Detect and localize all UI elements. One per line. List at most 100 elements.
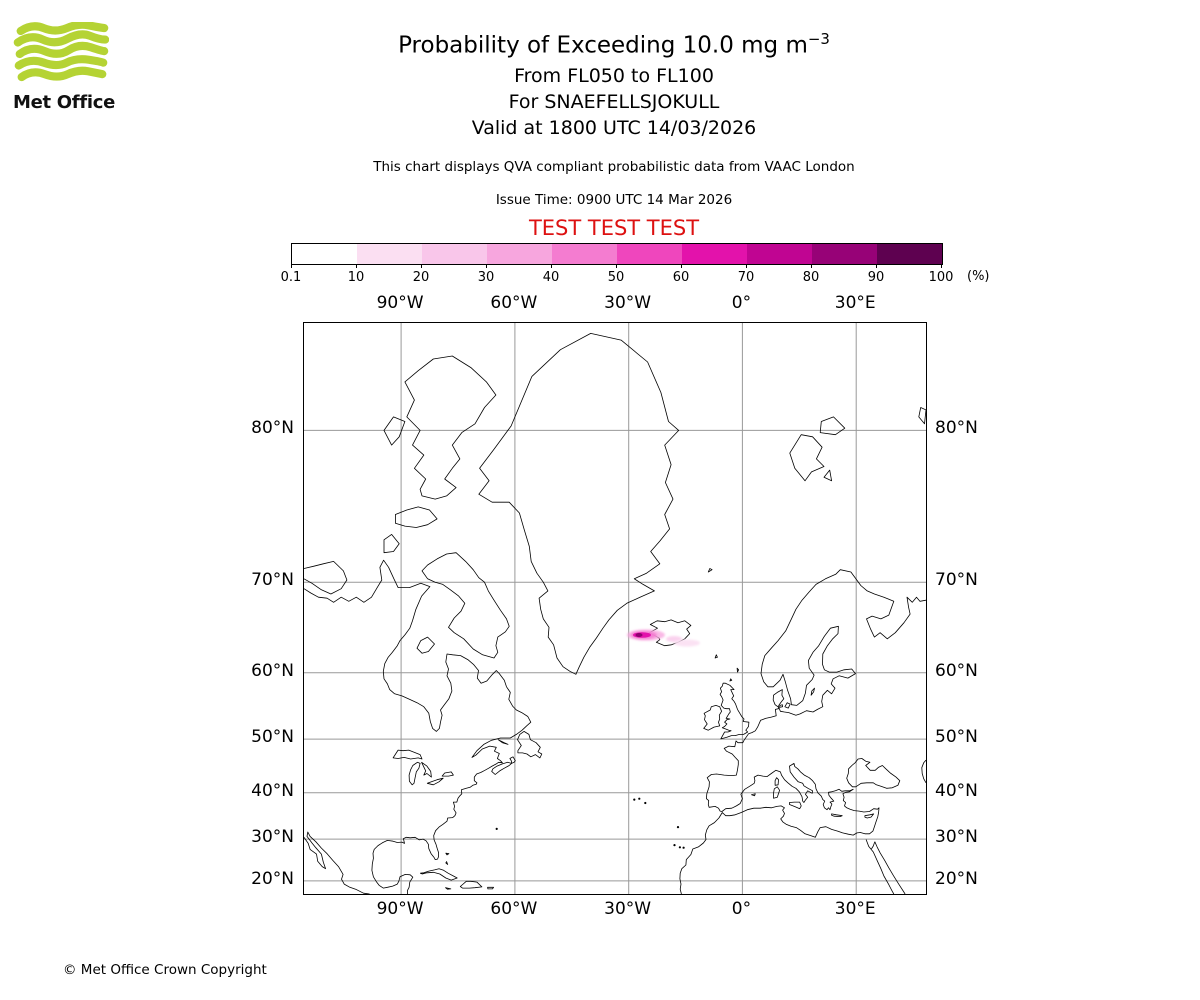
lat-tick-label-right: 40°N (935, 780, 978, 801)
coastline-segment (921, 759, 926, 783)
lat-tick-label-left: 20°N (251, 868, 294, 889)
coastline-segment (865, 839, 895, 894)
issue-time: Issue Time: 0900 UTC 14 Mar 2026 (495, 192, 733, 208)
colorbar-segment (552, 244, 617, 264)
coastline-segment (784, 702, 791, 709)
coastline-segment (707, 568, 713, 573)
coastline-segment (773, 786, 781, 799)
colorbar-segment (747, 244, 812, 264)
colorbar-tick-label: 70 (737, 270, 755, 285)
lon-tick-label-bottom: 30°E (834, 899, 876, 919)
coastline-segment (774, 777, 779, 786)
coastline-segment (497, 739, 509, 745)
coastline-segment (736, 667, 740, 673)
lat-tick-label-left: 80°N (251, 418, 294, 439)
met-office-logo: Met Office (13, 20, 117, 113)
coastline-segment (408, 761, 421, 786)
lat-tick-label-left: 30°N (251, 827, 294, 848)
colorbar-segment (292, 244, 357, 264)
coastline-segment (395, 506, 438, 528)
coastline-segment (404, 355, 497, 500)
coastline-segment (383, 416, 406, 446)
coastline-segment (491, 761, 512, 775)
lat-tick-label-right: 60°N (935, 660, 978, 681)
coastline-segment (304, 560, 348, 595)
small-island-dot (678, 846, 681, 849)
test-banner: TEST TEST TEST (528, 216, 700, 240)
colorbar-tick (876, 264, 877, 268)
colorbar-tick (551, 264, 552, 268)
met-office-logo-text: Met Office (13, 92, 116, 113)
colorbar-tick-label: 100 (928, 270, 954, 285)
coastline-segment (751, 793, 756, 797)
copyright: © Met Office Crown Copyright (63, 962, 267, 978)
coastline-segment (459, 880, 483, 889)
colorbar-tick-label: 20 (412, 270, 430, 285)
colorbar-tick-label: 80 (802, 270, 820, 285)
colorbar-tick-label: 10 (347, 270, 365, 285)
coastline-segment (445, 852, 450, 856)
colorbar-tick (356, 264, 357, 268)
coastline-segment (383, 533, 400, 554)
lat-tick-label-right: 50°N (935, 727, 978, 748)
coastline-segment (703, 704, 723, 731)
coastline-segment (846, 758, 901, 789)
coastline-segment (445, 887, 452, 890)
coastline-segment (416, 636, 435, 654)
map-gridlines (304, 323, 926, 894)
met-office-logo-waves (13, 20, 110, 82)
qva-note: This chart displays QVA compliant probab… (373, 159, 855, 175)
small-island-dot (676, 826, 680, 829)
chart-title-exponent: −3 (807, 30, 830, 48)
colorbar-tick (291, 264, 292, 268)
small-island-dot (495, 827, 498, 830)
coastline-segment (819, 416, 846, 436)
chart-title: Probability of Exceeding 10.0 mg m−3 (303, 30, 925, 59)
lon-tick-label-bottom: 0° (731, 899, 752, 919)
colorbar-segment (812, 244, 877, 264)
colorbar-tick-label: 60 (672, 270, 690, 285)
lat-tick-label-right: 70°N (935, 570, 978, 591)
lon-tick-label-top: 90°W (376, 293, 424, 313)
colorbar-tick-label: 30 (477, 270, 495, 285)
lon-tick-label-top: 30°W (604, 293, 652, 313)
ash-plume-blob (674, 639, 700, 647)
coastline-segment (714, 654, 718, 659)
lon-tick-label-top: 60°W (490, 293, 538, 313)
colorbar-tick (486, 264, 487, 268)
colorbar-tick (421, 264, 422, 268)
coastline-segment (304, 831, 370, 894)
colorbar-tick-label: 90 (867, 270, 885, 285)
chart-title-text: Probability of Exceeding 10.0 mg m (398, 32, 808, 59)
lon-tick-label-bottom: 90°W (376, 899, 424, 919)
lat-tick-label-left: 70°N (251, 570, 294, 591)
map-frame (303, 322, 927, 895)
coastline-segment (445, 861, 449, 865)
colorbar-segment (487, 244, 552, 264)
lat-tick-label-left: 60°N (251, 660, 294, 681)
coastline-segment (426, 777, 444, 786)
flight-level-subtitle: From FL050 to FL100 (514, 65, 714, 87)
coastline-segment (517, 730, 543, 759)
coastline-segment (509, 756, 516, 764)
probability-colorbar (291, 243, 943, 265)
coastline-segment (420, 868, 458, 881)
coastline-segment (789, 801, 802, 810)
coastline-segment (871, 841, 876, 850)
valid-time-subtitle: Valid at 1800 UTC 14/03/2026 (471, 117, 757, 139)
small-island-dot (638, 797, 641, 800)
small-island-dot (644, 801, 647, 805)
coastline-segment (789, 434, 825, 482)
colorbar-segment (422, 244, 487, 264)
lat-tick-label-right: 20°N (935, 868, 978, 889)
lat-tick-label-right: 80°N (935, 418, 978, 439)
colorbar-segment (357, 244, 422, 264)
coastline-segment (487, 886, 495, 890)
ash-plume (627, 629, 700, 647)
colorbar-segment (682, 244, 747, 264)
coastline-segment (478, 332, 680, 675)
volcano-subtitle: For SNAEFELLSJOKULL (508, 91, 720, 113)
colorbar-tick (681, 264, 682, 268)
coastlines (304, 332, 926, 894)
